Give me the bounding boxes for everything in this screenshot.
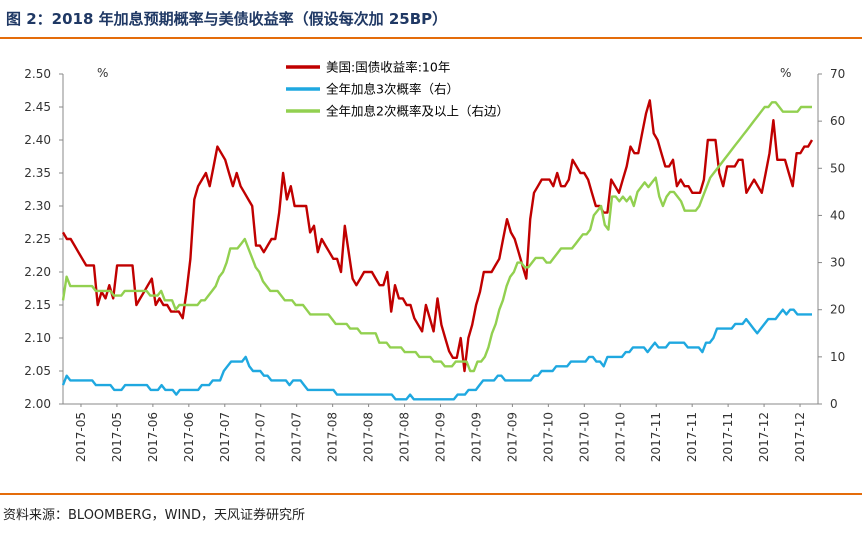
x-tick-label: 2017-11 — [721, 412, 735, 462]
series-line-3 — [61, 101, 812, 373]
top-divider — [0, 37, 862, 39]
right-tick-label: 50 — [830, 161, 845, 175]
x-tick-label: 2017-05 — [74, 412, 88, 462]
right-tick-label: 30 — [830, 256, 845, 270]
legend-label-1: 美国:国债收益率:10年 — [326, 60, 450, 75]
x-tick-label: 2017-06 — [146, 412, 160, 462]
chart-series — [61, 99, 814, 401]
x-tick-label: 2017-10 — [613, 412, 627, 462]
x-tick-label: 2017-07 — [218, 412, 232, 462]
left-tick-label: 2.10 — [24, 331, 51, 345]
legend-label-3: 全年加息2次概率及以上（右边） — [326, 104, 509, 119]
chart-title: 图 2：2018 年加息预期概率与美债收益率（假设每次加 25BP） — [6, 10, 448, 28]
x-tick-label: 2017-09 — [469, 412, 483, 462]
right-tick-label: 70 — [830, 67, 845, 81]
x-tick-label: 2017-10 — [577, 412, 591, 462]
line-chart: 2.00 2.05 2.10 2.15 2.20 2.25 2.30 2.35 2.40 2.45… — [24, 55, 845, 462]
legend-backdrop — [282, 55, 572, 123]
x-tick-label: 2017-12 — [757, 412, 771, 462]
left-tick-label: 2.00 — [24, 397, 51, 411]
x-tick-label: 2017-07 — [290, 412, 304, 462]
right-tick-label: 20 — [830, 303, 845, 317]
left-tick-label: 2.50 — [24, 67, 51, 81]
left-tick-label: 2.15 — [24, 298, 51, 312]
x-tick-label: 2017-11 — [649, 412, 663, 462]
left-unit-label: % — [97, 66, 108, 80]
chart-axes: 2.00 2.05 2.10 2.15 2.20 2.25 2.30 2.35 2.40 2.45… — [24, 66, 845, 462]
left-tick-label: 2.05 — [24, 364, 51, 378]
x-tick-label: 2017-09 — [505, 412, 519, 462]
legend-label-2: 全年加息3次概率（右） — [326, 82, 459, 97]
right-unit-label: % — [780, 66, 791, 80]
x-tick-label: 2017-12 — [793, 412, 807, 462]
source-note: 资料来源：BLOOMBERG，WIND，天风证券研究所 — [3, 508, 306, 523]
right-tick-label: 60 — [830, 114, 845, 128]
left-tick-label: 2.30 — [24, 199, 51, 213]
right-tick-label: 10 — [830, 350, 845, 364]
right-tick-label: 0 — [830, 397, 838, 411]
x-tick-label: 2017-07 — [254, 412, 268, 462]
left-tick-label: 2.35 — [24, 166, 51, 180]
left-tick-label: 2.20 — [24, 265, 51, 279]
series-line-2 — [61, 308, 812, 401]
x-tick-label: 2017-10 — [541, 412, 555, 462]
bottom-divider — [0, 493, 862, 495]
left-tick-label: 2.45 — [24, 100, 51, 114]
left-tick-label: 2.25 — [24, 232, 51, 246]
x-tick-label: 2017-09 — [434, 412, 448, 462]
x-tick-label: 2017-08 — [362, 412, 376, 462]
x-tick-label: 2017-06 — [182, 412, 196, 462]
series-line-1 — [61, 99, 814, 373]
x-tick-label: 2017-08 — [326, 412, 340, 462]
right-tick-label: 40 — [830, 208, 845, 222]
x-tick-label: 2017-08 — [398, 412, 412, 462]
left-tick-label: 2.40 — [24, 133, 51, 147]
x-tick-label: 2017-05 — [110, 412, 124, 462]
x-tick-label: 2017-11 — [685, 412, 699, 462]
